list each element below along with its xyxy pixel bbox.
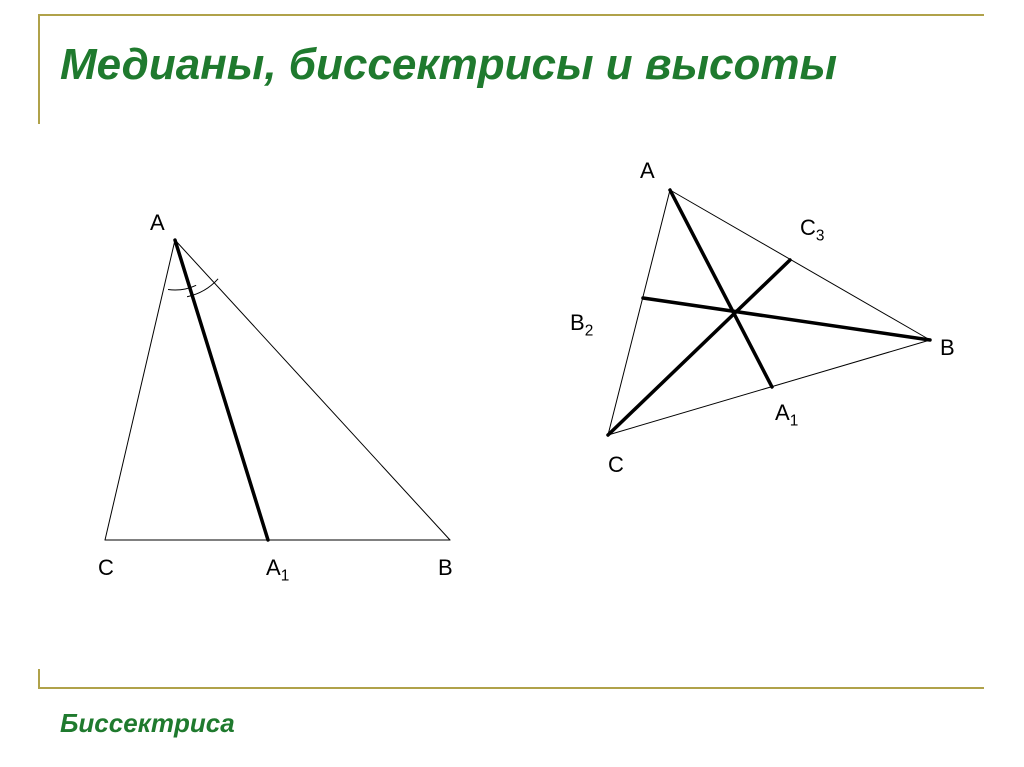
left-vertex-b: B [438,555,453,581]
left-point-a1: A1 [266,555,289,585]
right-vertex-c: C [608,452,624,478]
frame-left-bottom-line [38,669,40,689]
slide-footer: Биссектриса [60,708,235,739]
geometry-diagram [0,0,1024,767]
right-point-a1: A1 [775,400,798,430]
right-point-b2: B2 [570,310,593,340]
right-vertex-a: A [640,158,655,184]
left-vertex-a: A [150,210,165,236]
right-point-c3: C3 [800,215,824,245]
frame-bottom-line [38,687,984,689]
left-vertex-c: C [98,555,114,581]
right-vertex-b: B [940,335,955,361]
